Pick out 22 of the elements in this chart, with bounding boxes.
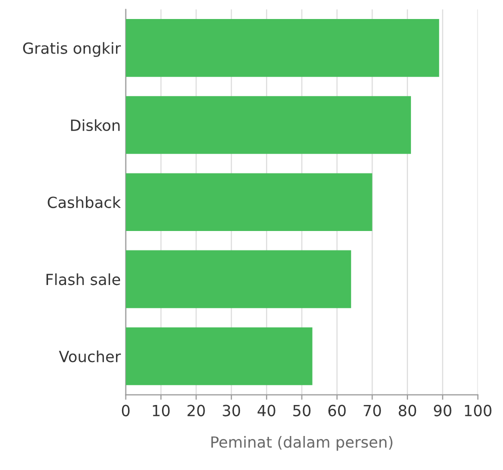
x-tick-label: 80 bbox=[398, 404, 416, 416]
bar bbox=[126, 327, 312, 386]
y-tick-label: Voucher bbox=[58, 350, 121, 362]
x-axis-title: Peminat (dalam persen) bbox=[211, 436, 392, 451]
x-tick-label: 50 bbox=[293, 404, 311, 416]
x-tick-label: 20 bbox=[188, 404, 205, 416]
y-tick-label: Flash sale bbox=[46, 273, 120, 286]
x-tick-label: 90 bbox=[434, 404, 452, 416]
x-tick-label: 40 bbox=[258, 404, 276, 416]
x-tick-label: 0 bbox=[122, 404, 130, 416]
y-tick-label: Gratis ongkir bbox=[23, 42, 121, 57]
x-tick-label: 100 bbox=[464, 404, 492, 416]
bar bbox=[126, 250, 352, 308]
x-tick-label: 60 bbox=[328, 404, 346, 416]
x-tick-label: 30 bbox=[222, 404, 240, 416]
x-tick-label: 70 bbox=[364, 404, 381, 416]
y-tick-label: Cashback bbox=[48, 196, 121, 208]
bar bbox=[126, 173, 372, 232]
y-tick-label: Diskon bbox=[71, 119, 120, 132]
x-tick-label: 10 bbox=[152, 404, 170, 416]
bar bbox=[126, 96, 411, 154]
bar bbox=[126, 19, 440, 77]
